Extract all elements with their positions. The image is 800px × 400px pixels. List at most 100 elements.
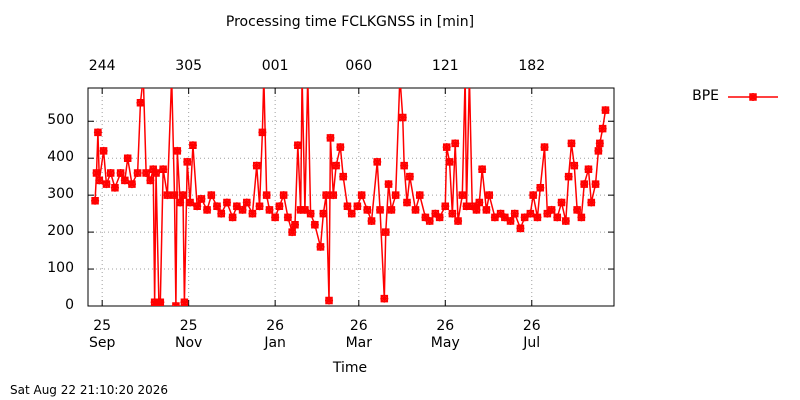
- chart-title: Processing time FCLKGNSS in [min]: [225, 14, 475, 30]
- marker: [91, 196, 100, 205]
- marker: [228, 213, 237, 222]
- marker: [472, 205, 481, 214]
- marker: [133, 168, 142, 177]
- marker: [577, 213, 586, 222]
- marker: [461, 73, 469, 81]
- x2-tick-label: 060: [345, 58, 373, 74]
- x2-tick-label: 121: [431, 58, 459, 74]
- marker: [316, 242, 325, 251]
- marker: [490, 213, 499, 222]
- marker: [496, 209, 505, 218]
- marker: [296, 205, 305, 214]
- marker: [749, 93, 757, 101]
- y-tick-label: 300: [47, 186, 74, 203]
- marker: [376, 205, 385, 214]
- marker: [252, 161, 261, 170]
- marker: [478, 165, 487, 174]
- marker: [353, 202, 362, 211]
- marker: [203, 205, 212, 214]
- marker: [526, 209, 535, 218]
- marker: [510, 209, 519, 218]
- marker: [173, 146, 182, 155]
- marker: [197, 194, 206, 203]
- y-tick-label: 400: [47, 149, 74, 166]
- marker: [329, 191, 338, 200]
- marker: [391, 191, 400, 200]
- x-tick-label: 26 Jan: [264, 318, 286, 351]
- marker: [396, 73, 404, 81]
- marker: [310, 220, 319, 229]
- y-tick-label: 0: [65, 297, 74, 313]
- marker: [415, 191, 424, 200]
- marker: [485, 191, 494, 200]
- marker: [543, 209, 552, 218]
- marker: [441, 202, 450, 211]
- marker: [367, 217, 376, 226]
- marker: [279, 191, 288, 200]
- marker: [347, 209, 356, 218]
- marker: [357, 191, 366, 200]
- marker: [102, 180, 111, 189]
- marker: [425, 217, 434, 226]
- marker: [163, 191, 172, 200]
- marker: [475, 198, 484, 207]
- marker: [400, 161, 409, 170]
- marker: [180, 298, 189, 306]
- marker: [465, 73, 473, 81]
- marker: [442, 143, 451, 152]
- marker: [142, 168, 151, 177]
- marker: [146, 176, 155, 185]
- marker: [159, 165, 168, 174]
- marker: [193, 202, 202, 211]
- marker: [106, 168, 115, 177]
- x-axis-label: Time: [332, 360, 368, 376]
- x-tick-label: 25 Sep: [88, 318, 116, 351]
- marker: [448, 209, 457, 218]
- marker: [445, 157, 454, 166]
- marker: [468, 202, 477, 211]
- marker: [561, 217, 570, 226]
- marker: [120, 176, 129, 185]
- marker: [298, 73, 306, 81]
- marker: [557, 198, 566, 207]
- marker: [435, 213, 444, 222]
- marker: [573, 205, 582, 214]
- marker: [207, 191, 216, 200]
- marker: [553, 213, 562, 222]
- marker: [127, 180, 136, 189]
- marker: [293, 141, 302, 150]
- marker: [150, 298, 159, 306]
- marker: [591, 180, 600, 189]
- x-tick-label: 26 May: [430, 318, 460, 351]
- marker: [421, 213, 430, 222]
- marker: [598, 124, 607, 133]
- marker: [232, 202, 241, 211]
- marker: [262, 191, 271, 200]
- marker: [363, 205, 372, 214]
- marker: [500, 213, 509, 222]
- marker: [520, 213, 529, 222]
- marker: [306, 209, 315, 218]
- marker: [217, 209, 226, 218]
- y-tick-label: 500: [47, 112, 74, 129]
- legend-label: BPE: [692, 88, 719, 104]
- marker: [123, 154, 132, 163]
- marker: [380, 294, 389, 303]
- x-tick-label: 26 Mar: [345, 318, 373, 351]
- x-tick-label: 25 Nov: [174, 318, 203, 351]
- marker: [339, 172, 348, 181]
- marker: [595, 139, 604, 148]
- marker: [516, 224, 525, 233]
- marker: [170, 191, 179, 200]
- marker: [288, 228, 297, 237]
- marker: [381, 228, 390, 237]
- marker: [322, 191, 331, 200]
- marker: [238, 205, 247, 214]
- marker: [136, 98, 145, 107]
- marker: [139, 73, 147, 81]
- marker: [271, 213, 280, 222]
- marker: [152, 168, 161, 177]
- marker: [540, 143, 549, 152]
- marker: [547, 205, 556, 214]
